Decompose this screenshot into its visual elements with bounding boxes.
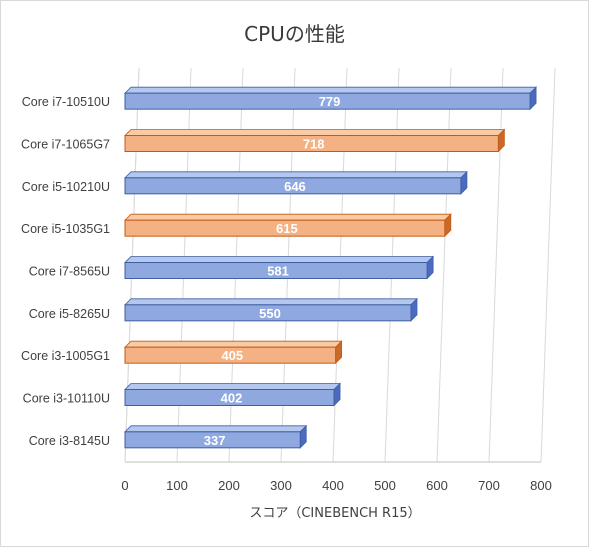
data-label: 581 bbox=[267, 264, 289, 279]
data-label: 550 bbox=[259, 306, 281, 321]
bar bbox=[124, 177, 462, 195]
data-label: 646 bbox=[284, 179, 306, 194]
chart-title: CPUの性能 bbox=[244, 22, 345, 46]
y-tick-label: Core i3-10110U bbox=[23, 392, 110, 406]
y-tick-label: Core i5-10210U bbox=[22, 180, 110, 194]
bar bbox=[124, 219, 446, 237]
bar bbox=[124, 92, 531, 110]
bar bbox=[124, 262, 428, 279]
x-tick-label: 800 bbox=[530, 478, 552, 493]
gridline bbox=[540, 67, 556, 463]
bar-top bbox=[124, 86, 538, 94]
x-tick-label: 100 bbox=[166, 478, 188, 493]
bar-top bbox=[124, 383, 342, 390]
bar-top bbox=[124, 171, 468, 179]
gridline bbox=[488, 67, 504, 463]
data-label: 779 bbox=[319, 94, 341, 109]
data-label: 615 bbox=[276, 221, 298, 236]
bar-top bbox=[124, 213, 452, 221]
bar-top bbox=[124, 298, 418, 306]
x-tick-label: 400 bbox=[322, 478, 344, 493]
x-tick-label: 600 bbox=[426, 478, 448, 493]
data-label: 337 bbox=[204, 433, 226, 448]
bar-top bbox=[124, 425, 308, 433]
gridline bbox=[436, 67, 452, 463]
bar-top bbox=[124, 256, 435, 263]
bar-top bbox=[124, 129, 506, 136]
x-axis-label: スコア（CINEBENCH R15） bbox=[249, 506, 421, 521]
x-tick-label: 200 bbox=[218, 478, 240, 493]
data-label: 402 bbox=[221, 391, 243, 406]
bar bbox=[124, 431, 301, 449]
y-tick-label: Core i3-8145U bbox=[29, 434, 110, 448]
x-tick-label: 300 bbox=[270, 478, 292, 493]
bar-top bbox=[124, 340, 343, 348]
y-tick-label: Core i7-1065G7 bbox=[21, 138, 110, 152]
x-tick-label: 700 bbox=[478, 478, 500, 493]
data-label: 405 bbox=[221, 348, 243, 363]
bar bbox=[124, 346, 337, 364]
y-tick-label: Core i5-1035G1 bbox=[21, 222, 110, 236]
y-tick-label: Core i7-8565U bbox=[29, 265, 110, 279]
data-label: 718 bbox=[303, 137, 325, 152]
y-tick-label: Core i3-1005G1 bbox=[21, 349, 110, 363]
bar bbox=[124, 389, 335, 406]
bar bbox=[124, 135, 499, 152]
y-tick-label: Core i7-10510U bbox=[22, 95, 110, 109]
x-tick-label: 500 bbox=[374, 478, 396, 493]
bar bbox=[124, 304, 412, 322]
x-tick-label: 0 bbox=[121, 478, 128, 493]
y-tick-label: Core i5-8265U bbox=[29, 307, 110, 321]
